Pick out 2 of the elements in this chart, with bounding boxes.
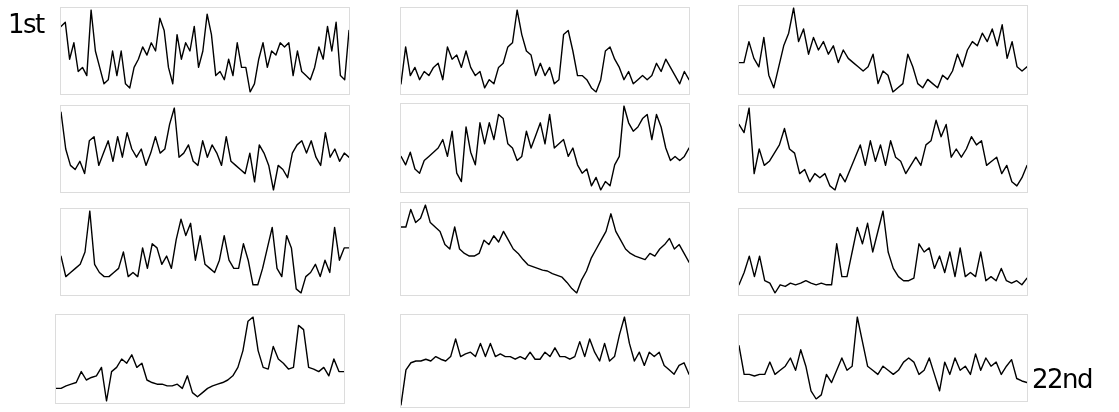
text: 1st — [8, 9, 44, 39]
text: 22nd — [1032, 364, 1093, 394]
